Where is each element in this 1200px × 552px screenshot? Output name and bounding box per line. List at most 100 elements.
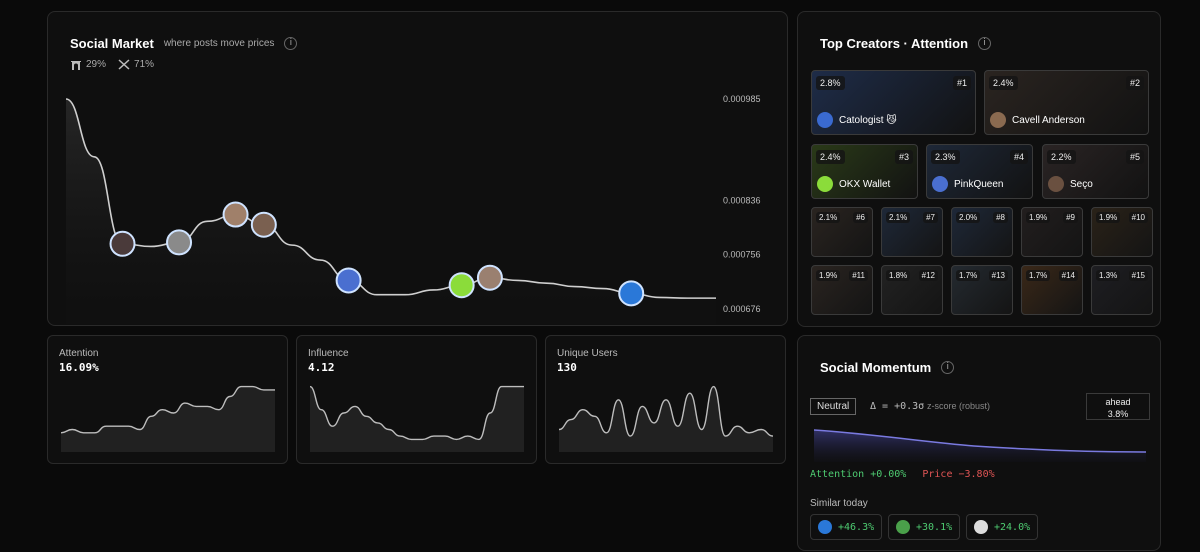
creator-tile[interactable]: 2.4% #3 OKX Wallet [811,144,918,199]
creator-rank: #5 [1125,150,1144,164]
creator-tile-small[interactable]: 1.9% #11 [811,265,873,315]
creator-rank: #6 [853,212,868,223]
ahead-badge: ahead 3.8% [1086,393,1150,420]
similar-token-chip[interactable]: +24.0% [966,514,1039,540]
creator-share: 1.7% [956,270,981,281]
creator-name: Catologist 😼 [839,114,897,126]
y-axis-ticks: 0.000985 0.000836 0.000756 0.000676 [723,94,761,314]
creator-identity: Catologist 😼 [817,112,897,128]
creator-rank: #15 [1128,270,1148,281]
creator-tile-small[interactable]: 1.7% #13 [951,265,1013,315]
creator-rank: #12 [918,270,938,281]
y-tick-label: 0.000985 [723,94,761,104]
creator-rank: #11 [849,270,868,281]
creator-rank: #9 [1063,212,1078,223]
creator-name: OKX Wallet [839,178,891,190]
source-breakdown: 29% 71% [70,59,154,70]
creator-rank: #2 [1125,76,1144,90]
attention-value: 16.09% [59,361,99,374]
creator-identity: Cavell Anderson [990,112,1085,128]
creator-tile[interactable]: 2.2% #5 Seço [1042,144,1149,199]
token-avatar [974,520,988,534]
creator-tile[interactable]: 2.3% #4 PinkQueen [926,144,1033,199]
creator-share: 2.3% [931,150,960,164]
creator-tile-small[interactable]: 1.8% #12 [881,265,943,315]
sparkline-line [309,385,524,441]
creator-share: 2.2% [1047,150,1076,164]
top-creators-panel: Top Creators · Attention i 2.8% #1 Catolog… [797,11,1161,327]
creator-avatar [1048,176,1064,192]
post-marker[interactable] [476,264,503,291]
info-icon[interactable]: i [978,37,992,50]
creator-share: 1.3% [1096,270,1121,281]
creator-tile-small[interactable]: 1.9% #9 [1021,207,1083,257]
momentum-state-badge: Neutral [810,398,857,415]
creator-tile-small[interactable]: 1.3% #15 [1091,265,1153,315]
creator-tile[interactable]: 2.4% #2 Cavell Anderson [984,70,1149,135]
creator-share: 1.9% [816,270,841,281]
price-chart: 0.000985 0.000836 0.000756 0.000676 [65,94,761,324]
farcaster-share: 29% [70,59,106,70]
zscore-value: Δ = +0.3σ [870,401,925,412]
sparkline-line [558,385,774,437]
attention-sparkline [60,385,275,452]
creator-name: Cavell Anderson [1012,114,1085,126]
price-line [65,98,716,299]
creator-rank: #1 [952,76,971,90]
ahead-label: ahead [1105,397,1131,407]
delta-readout: Attention +0.00% Price −3.80% [810,469,995,480]
post-marker[interactable] [109,230,136,257]
creator-share: 2.0% [956,212,981,223]
creator-share: 2.1% [816,212,841,223]
y-tick-label: 0.000836 [723,195,761,205]
unique-users-sparkline [558,385,774,452]
creator-rank: #13 [988,270,1008,281]
creator-share: 2.1% [886,212,911,223]
creators-title: Top Creators · Attention [820,36,969,51]
creator-rank: #3 [894,150,913,164]
creator-avatar [932,176,948,192]
creator-rank: #10 [1128,212,1148,223]
creator-avatar [222,201,249,228]
creator-share: 1.9% [1096,212,1121,223]
creator-identity: OKX Wallet [817,176,890,192]
creator-rank: #14 [1058,270,1078,281]
post-marker[interactable] [448,272,475,299]
x-share: 71% [118,59,154,70]
post-marker[interactable] [335,267,362,294]
creator-tile[interactable]: 2.8% #1 Catologist 😼 [811,70,976,135]
creator-identity: PinkQueen [932,176,1003,192]
creator-identity: Seço [1048,176,1093,192]
unique-users-card: Unique Users 130 [545,335,786,464]
unique-users-value: 130 [557,361,577,374]
creator-avatar [990,112,1006,128]
sparkline-area [559,386,773,452]
post-marker[interactable] [250,211,277,238]
similar-token-chip[interactable]: +46.3% [810,514,883,540]
price-area [66,99,716,324]
sparkline-area [61,386,275,452]
post-marker[interactable] [618,280,645,307]
creator-avatar [109,230,136,257]
page-subtitle: where posts move prices [163,38,275,49]
price-delta: Price −3.80% [922,469,995,480]
creator-avatar [817,112,833,128]
creator-name: Seço [1070,178,1093,190]
token-avatar [818,520,832,534]
creator-name: PinkQueen [954,178,1004,190]
influence-sparkline [309,385,524,452]
info-icon[interactable]: i [941,361,955,374]
creator-tile-small[interactable]: 1.7% #14 [1021,265,1083,315]
info-icon[interactable]: i [284,37,298,50]
creator-tile-small[interactable]: 2.1% #6 [811,207,873,257]
post-marker[interactable] [166,229,193,256]
creator-rank: #8 [993,212,1008,223]
social-momentum-panel: Social Momentum i Neutral Δ = +0.3σ z-sc… [797,335,1161,551]
creator-tile-small[interactable]: 1.9% #10 [1091,207,1153,257]
creator-tile-small[interactable]: 2.1% #7 [881,207,943,257]
similar-token-chip[interactable]: +30.1% [888,514,961,540]
post-marker[interactable] [222,201,249,228]
creator-tile-small[interactable]: 2.0% #8 [951,207,1013,257]
momentum-title: Social Momentum [820,360,932,375]
sparkline-line [60,385,275,434]
